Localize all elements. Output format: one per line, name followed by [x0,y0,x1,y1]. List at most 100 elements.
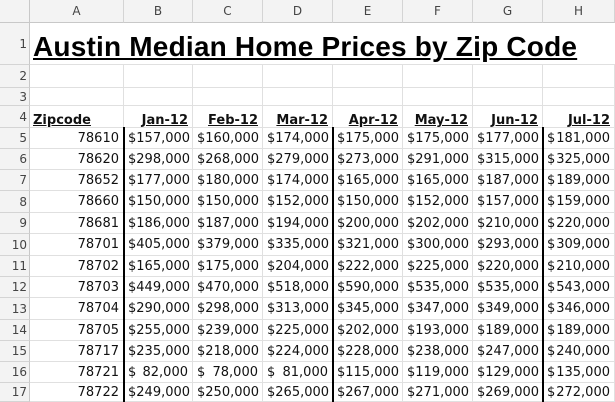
price-cell[interactable]: $271,000 [403,383,473,402]
price-cell[interactable]: $315,000 [473,149,543,170]
cell[interactable] [193,88,263,106]
price-cell[interactable]: $298,000 [193,298,263,320]
price-cell[interactable]: $279,000 [263,149,333,170]
price-cell[interactable]: $186,000 [124,213,193,234]
price-cell[interactable]: $298,000 [124,149,193,170]
title-row-cell[interactable] [30,23,615,65]
price-cell[interactable]: $193,000 [403,320,473,341]
price-cell[interactable]: $335,000 [263,234,333,256]
price-cell[interactable]: $194,000 [263,213,333,234]
price-cell[interactable]: $255,000 [124,320,193,341]
price-cell[interactable]: $224,000 [263,341,333,362]
zipcode-cell[interactable]: 78704 [30,298,124,320]
price-cell[interactable]: $590,000 [333,277,403,298]
price-cell[interactable]: $175,000 [193,256,263,277]
cell[interactable] [543,65,615,88]
zipcode-cell[interactable]: 78610 [30,128,124,149]
cell[interactable] [473,65,543,88]
price-cell[interactable]: $177,000 [473,128,543,149]
price-cell[interactable]: $152,000 [403,191,473,213]
cell[interactable] [30,65,124,88]
cell[interactable] [333,65,403,88]
price-cell[interactable]: $268,000 [193,149,263,170]
row-header-5[interactable]: 5 [0,128,30,149]
column-label-jul-12[interactable]: Jul-12 [543,106,615,128]
zipcode-cell[interactable]: 78702 [30,256,124,277]
price-cell[interactable]: $165,000 [333,170,403,191]
price-cell[interactable]: $238,000 [403,341,473,362]
price-cell[interactable]: $81,000 [263,362,333,383]
column-header-c[interactable]: C [193,0,263,23]
price-cell[interactable]: $225,000 [263,320,333,341]
price-cell[interactable]: $157,000 [124,128,193,149]
price-cell[interactable]: $349,000 [473,298,543,320]
price-cell[interactable]: $222,000 [333,256,403,277]
row-header-7[interactable]: 7 [0,170,30,191]
price-cell[interactable]: $157,000 [473,191,543,213]
cell[interactable] [333,88,403,106]
column-label-jan-12[interactable]: Jan-12 [124,106,193,128]
row-header-2[interactable]: 2 [0,65,30,88]
row-header-4[interactable]: 4 [0,106,30,128]
price-cell[interactable]: $325,000 [543,149,615,170]
zipcode-cell[interactable]: 78681 [30,213,124,234]
row-header-12[interactable]: 12 [0,277,30,298]
column-header-g[interactable]: G [473,0,543,23]
price-cell[interactable]: $115,000 [333,362,403,383]
zipcode-cell[interactable]: 78620 [30,149,124,170]
price-cell[interactable]: $204,000 [263,256,333,277]
price-cell[interactable]: $119,000 [403,362,473,383]
cell[interactable] [124,65,193,88]
column-header-d[interactable]: D [263,0,333,23]
column-label-mar-12[interactable]: Mar-12 [263,106,333,128]
cell[interactable] [403,65,473,88]
column-header-h[interactable]: H [543,0,615,23]
price-cell[interactable]: $239,000 [193,320,263,341]
price-cell[interactable]: $379,000 [193,234,263,256]
price-cell[interactable]: $202,000 [403,213,473,234]
cell[interactable] [543,88,615,106]
price-cell[interactable]: $160,000 [193,128,263,149]
price-cell[interactable]: $210,000 [543,256,615,277]
price-cell[interactable]: $249,000 [124,383,193,402]
price-cell[interactable]: $165,000 [124,256,193,277]
zipcode-cell[interactable]: 78721 [30,362,124,383]
cell[interactable] [124,88,193,106]
price-cell[interactable]: $543,000 [543,277,615,298]
price-cell[interactable]: $300,000 [403,234,473,256]
price-cell[interactable]: $174,000 [263,128,333,149]
price-cell[interactable]: $250,000 [193,383,263,402]
zipcode-cell[interactable]: 78705 [30,320,124,341]
row-header-3[interactable]: 3 [0,88,30,106]
row-header-13[interactable]: 13 [0,298,30,320]
zipcode-cell[interactable]: 78701 [30,234,124,256]
price-cell[interactable]: $82,000 [124,362,193,383]
price-cell[interactable]: $225,000 [403,256,473,277]
column-label-may-12[interactable]: May-12 [403,106,473,128]
price-cell[interactable]: $470,000 [193,277,263,298]
price-cell[interactable]: $189,000 [543,170,615,191]
column-header-e[interactable]: E [333,0,403,23]
price-cell[interactable]: $189,000 [473,320,543,341]
row-header-16[interactable]: 16 [0,362,30,383]
cell[interactable] [263,65,333,88]
price-cell[interactable]: $135,000 [543,362,615,383]
row-header-10[interactable]: 10 [0,234,30,256]
price-cell[interactable]: $347,000 [403,298,473,320]
price-cell[interactable]: $200,000 [333,213,403,234]
price-cell[interactable]: $152,000 [263,191,333,213]
price-cell[interactable]: $247,000 [473,341,543,362]
price-cell[interactable]: $210,000 [473,213,543,234]
price-cell[interactable]: $150,000 [124,191,193,213]
cell[interactable] [193,65,263,88]
row-header-1[interactable]: 1 [0,23,30,65]
row-header-8[interactable]: 8 [0,191,30,213]
column-label-zipcode[interactable]: Zipcode [30,106,124,128]
price-cell[interactable]: $202,000 [333,320,403,341]
row-header-9[interactable]: 9 [0,213,30,234]
column-header-b[interactable]: B [124,0,193,23]
price-cell[interactable]: $345,000 [333,298,403,320]
price-cell[interactable]: $240,000 [543,341,615,362]
cell[interactable] [263,88,333,106]
row-header-17[interactable]: 17 [0,383,30,402]
